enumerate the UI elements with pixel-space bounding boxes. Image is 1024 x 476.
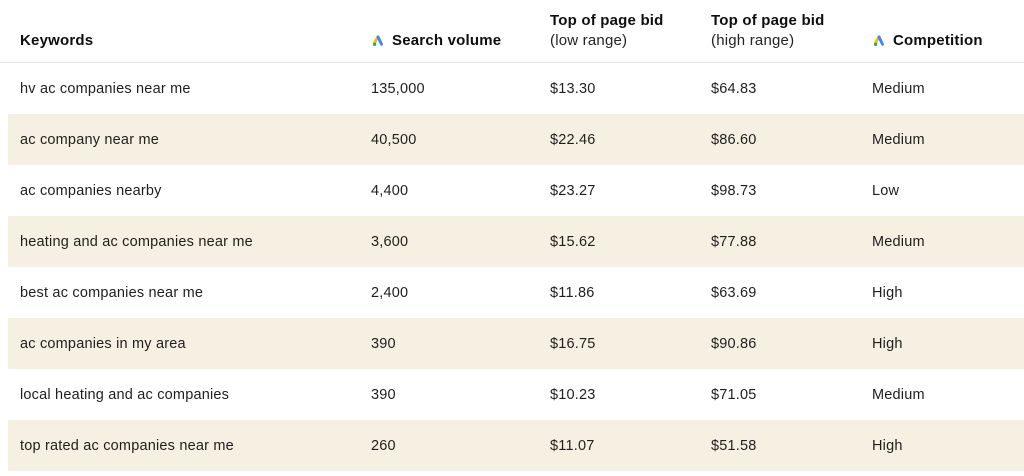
column-header-keywords: Keywords xyxy=(0,31,351,62)
bid-high-cell: $51.58 xyxy=(711,437,757,454)
table-row: heating and ac companies near me 3,600 $… xyxy=(0,216,1024,267)
bid-high-cell: $90.86 xyxy=(711,335,757,352)
search-volume-cell: 4,400 xyxy=(371,182,409,199)
table-body: hv ac companies near me 135,000 $13.30 $… xyxy=(0,63,1024,471)
competition-cell: Low xyxy=(872,182,900,199)
bid-low-cell: $15.62 xyxy=(550,233,596,250)
column-header-search-volume: Search volume xyxy=(351,31,530,62)
search-volume-cell: 40,500 xyxy=(371,131,417,148)
table-row: hv ac companies near me 135,000 $13.30 $… xyxy=(0,63,1024,114)
keyword-cell: best ac companies near me xyxy=(20,284,204,301)
column-header-bid-high-label: Top of page bid xyxy=(711,11,825,29)
column-header-bid-low: Top of page bid (low range) xyxy=(530,11,691,63)
bid-low-cell: $23.27 xyxy=(550,182,596,199)
competition-cell: High xyxy=(872,284,903,301)
table-row: top rated ac companies near me 260 $11.0… xyxy=(0,420,1024,471)
keyword-cell: heating and ac companies near me xyxy=(20,233,253,250)
search-volume-cell: 390 xyxy=(371,335,396,352)
competition-cell: High xyxy=(872,437,903,454)
competition-cell: Medium xyxy=(872,386,925,403)
table-row: ac company near me 40,500 $22.46 $86.60 … xyxy=(0,114,1024,165)
bid-high-cell: $71.05 xyxy=(711,386,757,403)
bid-high-cell: $77.88 xyxy=(711,233,757,250)
table-row: best ac companies near me 2,400 $11.86 $… xyxy=(0,267,1024,318)
table-row: ac companies nearby 4,400 $23.27 $98.73 … xyxy=(0,165,1024,216)
keyword-cell: ac company near me xyxy=(20,131,159,148)
column-header-bid-high: Top of page bid (high range) xyxy=(691,11,852,63)
competition-cell: High xyxy=(872,335,903,352)
keyword-cell: ac companies nearby xyxy=(20,182,162,199)
column-header-search-volume-label: Search volume xyxy=(392,31,502,49)
column-header-bid-low-sublabel: (low range) xyxy=(550,31,628,49)
keyword-cell: local heating and ac companies xyxy=(20,386,230,403)
column-header-bid-high-sublabel: (high range) xyxy=(711,31,795,49)
bid-low-cell: $11.86 xyxy=(550,284,595,301)
bid-high-cell: $63.69 xyxy=(711,284,757,301)
bid-high-cell: $86.60 xyxy=(711,131,757,148)
search-volume-cell: 3,600 xyxy=(371,233,409,250)
bid-low-cell: $13.30 xyxy=(550,80,596,97)
search-volume-cell: 2,400 xyxy=(371,284,409,301)
table-row: ac companies in my area 390 $16.75 $90.8… xyxy=(0,318,1024,369)
bid-low-cell: $22.46 xyxy=(550,131,596,148)
bid-low-cell: $10.23 xyxy=(550,386,596,403)
google-ads-icon xyxy=(872,34,886,48)
table-header-row: Keywords Search volume Top of page bid (… xyxy=(0,0,1024,63)
search-volume-cell: 135,000 xyxy=(371,80,425,97)
bid-low-cell: $16.75 xyxy=(550,335,596,352)
search-volume-cell: 260 xyxy=(371,437,396,454)
keyword-cell: ac companies in my area xyxy=(20,335,186,352)
keyword-cell: hv ac companies near me xyxy=(20,80,191,97)
competition-cell: Medium xyxy=(872,233,925,250)
google-ads-icon xyxy=(371,34,385,48)
bid-low-cell: $11.07 xyxy=(550,437,595,454)
competition-cell: Medium xyxy=(872,80,925,97)
column-header-bid-low-label: Top of page bid xyxy=(550,11,664,29)
table-row: local heating and ac companies 390 $10.2… xyxy=(0,369,1024,420)
bid-high-cell: $64.83 xyxy=(711,80,757,97)
bid-high-cell: $98.73 xyxy=(711,182,757,199)
column-header-competition: Competition xyxy=(852,31,1024,62)
column-header-keywords-label: Keywords xyxy=(20,31,94,49)
search-volume-cell: 390 xyxy=(371,386,396,403)
competition-cell: Medium xyxy=(872,131,925,148)
keyword-cell: top rated ac companies near me xyxy=(20,437,234,454)
column-header-competition-label: Competition xyxy=(893,31,983,49)
